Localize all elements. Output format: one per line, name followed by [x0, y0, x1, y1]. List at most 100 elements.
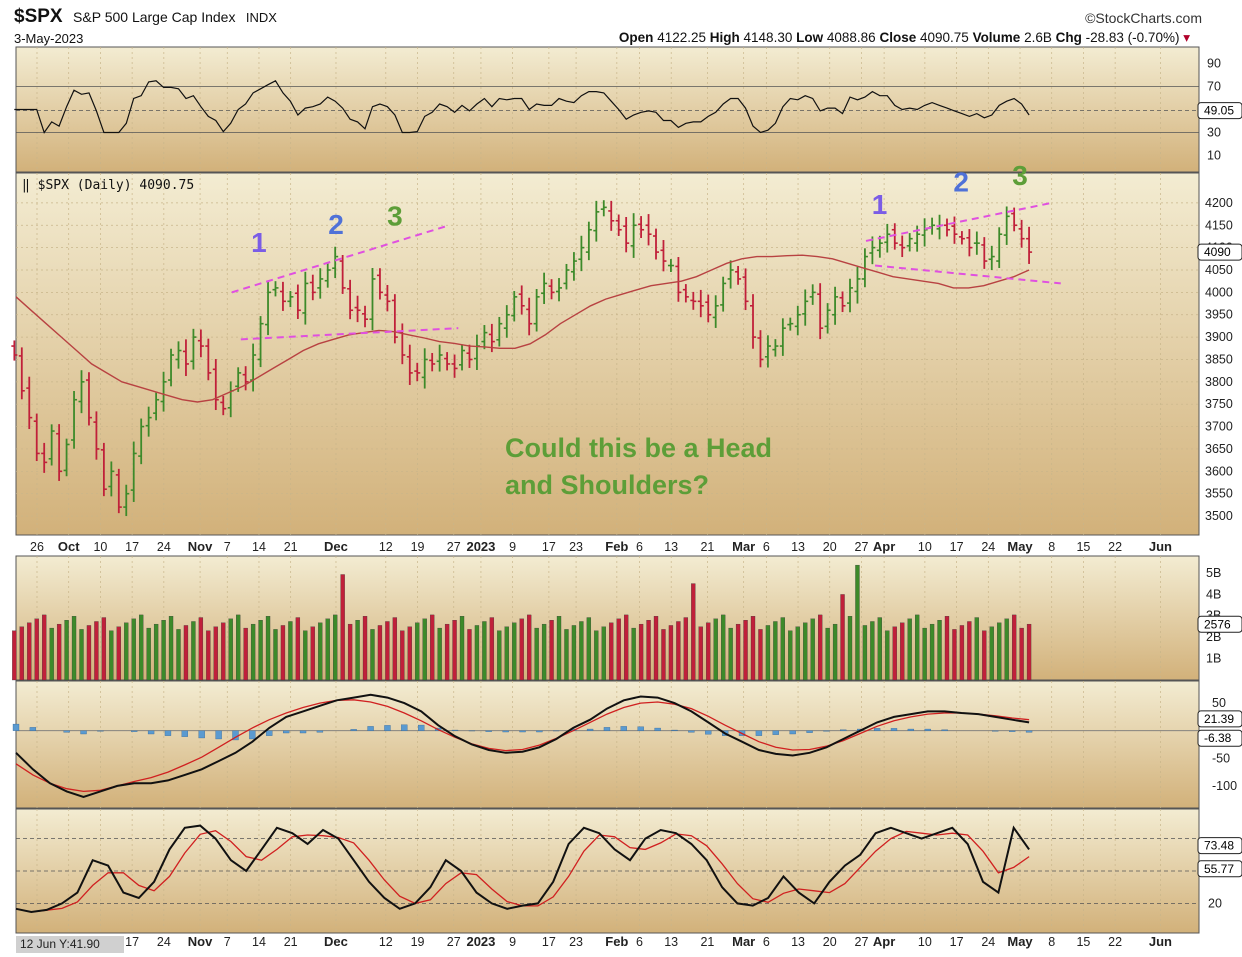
volume-bar	[803, 622, 808, 681]
macd-histogram-bar	[840, 729, 847, 731]
volume-bar	[325, 618, 330, 681]
volume-bar	[952, 629, 957, 681]
macd-histogram-bar	[164, 730, 172, 736]
volume-bar	[795, 626, 800, 681]
volume-tick-label: 2B	[1206, 630, 1221, 644]
price-bar	[1011, 207, 1018, 232]
price-bar	[175, 341, 182, 369]
price-bar	[451, 354, 458, 378]
x-tick-label: 12	[379, 540, 393, 554]
macd-histogram-bar	[789, 730, 796, 735]
volume-bar	[236, 614, 241, 681]
price-bar	[302, 271, 309, 325]
price-bar	[354, 295, 361, 323]
price-bar	[526, 297, 533, 336]
x-tick-label: 8	[1048, 935, 1055, 949]
volume-bar	[653, 616, 659, 681]
volume-bar	[131, 618, 136, 681]
volume-bar	[489, 617, 495, 681]
price-bar	[145, 406, 152, 437]
price-bar	[533, 289, 540, 332]
price-bar	[496, 316, 503, 347]
price-bar	[444, 352, 451, 371]
price-bar	[653, 228, 660, 260]
price-bar	[339, 255, 346, 294]
macd-signal-last-tag-box	[1197, 729, 1242, 747]
volume-bar	[258, 620, 263, 681]
price-bar	[615, 214, 622, 236]
volume-bar	[900, 622, 905, 681]
high-value: 4148.30	[743, 30, 793, 45]
price-tick-label: 3850	[1205, 352, 1233, 366]
volume-bar	[646, 620, 651, 681]
x-tick-label: 12	[379, 935, 393, 949]
macd-histogram-bar	[384, 725, 391, 731]
macd-histogram-bar	[519, 730, 526, 733]
rsi-tick-label: 30	[1207, 126, 1221, 140]
volume-bar	[698, 626, 703, 681]
macd-histogram-bar	[907, 728, 915, 731]
x-tick-label: 27	[855, 935, 869, 949]
volume-bar	[27, 622, 32, 681]
volume-bar	[452, 620, 457, 681]
macd-histogram-bar	[266, 730, 273, 736]
volume-bar	[512, 622, 517, 681]
macd-histogram-bar	[502, 730, 509, 733]
volume-bar	[124, 622, 129, 681]
price-bar	[809, 284, 816, 305]
price-bar	[362, 305, 369, 328]
price-bar	[242, 366, 249, 391]
volume-bar	[1026, 623, 1032, 681]
macd-histogram-bar	[181, 730, 188, 737]
price-tick-label: 3800	[1205, 375, 1233, 389]
chg-label: Chg	[1055, 30, 1082, 45]
stoch-k-last-tag-box	[1197, 837, 1242, 855]
volume-bar	[989, 626, 994, 681]
price-bar	[548, 279, 555, 300]
wave-label: 1	[251, 227, 267, 258]
volume-bar	[109, 630, 114, 681]
crosshair-readout: 12 Jun Y:41.90	[16, 936, 124, 953]
volume-bar	[79, 629, 84, 681]
macd-histogram-bar	[806, 730, 813, 733]
price-bar	[48, 424, 55, 466]
volume-tick-label: 5B	[1206, 566, 1221, 580]
price-tick-label: 4050	[1205, 263, 1233, 277]
volume-bar	[139, 614, 144, 681]
price-bar	[869, 236, 876, 265]
chart-title-bar: $SPX S&P 500 Large Cap Index INDX	[14, 6, 277, 28]
volume-bar	[295, 617, 301, 681]
volume-bar	[198, 617, 204, 681]
volume-bar	[101, 617, 107, 681]
price-tick-label: 3650	[1205, 442, 1233, 456]
volume-bar	[250, 623, 256, 681]
price-bar	[847, 278, 854, 313]
x-tick-label: 27	[447, 935, 461, 949]
volume-label: Volume	[972, 30, 1021, 45]
volume-bar	[706, 622, 711, 681]
price-bar	[130, 441, 137, 502]
x-tick-label: 13	[664, 935, 678, 949]
price-bar	[981, 237, 988, 269]
price-bar	[705, 294, 712, 323]
price-bar	[787, 317, 794, 331]
price-bar	[108, 461, 115, 497]
macd-tick-label: 50	[1212, 696, 1226, 710]
volume-bar	[847, 616, 853, 681]
price-bar	[884, 223, 891, 253]
volume-bar	[743, 620, 748, 681]
volume-bar	[430, 614, 435, 681]
volume-bar	[862, 625, 868, 681]
price-bar	[376, 268, 383, 300]
x-tick-label: 6	[636, 935, 643, 949]
price-bar	[645, 214, 652, 246]
price-bar	[168, 348, 175, 387]
x-tick-label: 10	[93, 540, 107, 554]
volume-bar	[624, 614, 629, 681]
macd-histogram-bar	[890, 728, 898, 731]
stoch-k-line	[15, 824, 1030, 914]
x-tick-label: Mar	[732, 539, 755, 554]
volume-bar	[549, 620, 554, 681]
x-tick-label: 9	[509, 540, 516, 554]
